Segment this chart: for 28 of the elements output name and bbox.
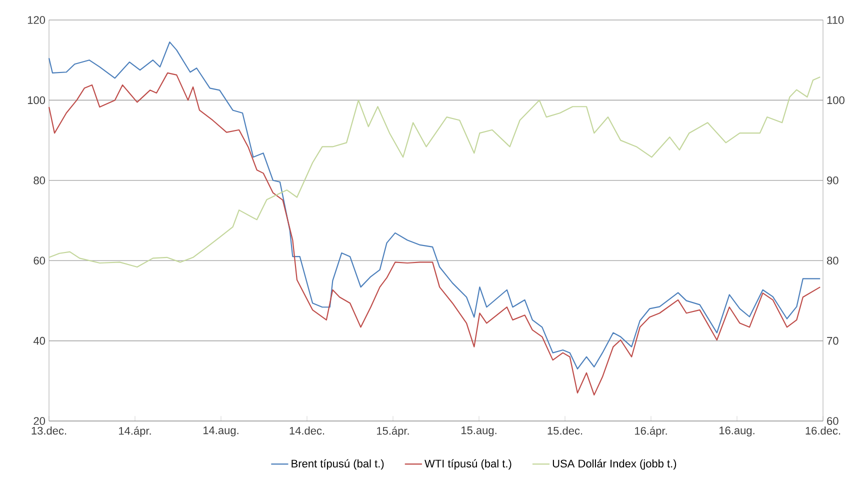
y2-tick-label: 110 [827,16,844,24]
y2-tick-label: 90 [827,176,838,184]
y-tick-label: 120 [28,16,46,24]
y2-tick-label: 80 [827,256,838,264]
x-tick-label: 15.dec. [548,426,582,435]
x-tick-label: 16.dec. [806,426,840,435]
y-tick-label: 20 [34,417,46,425]
y-tick-label: 100 [28,96,46,104]
x-tick-label: 13.dec. [32,426,66,435]
y2-tick-label: 70 [827,336,838,345]
y-tick-label: 80 [34,176,46,184]
y2-tick-label: 60 [827,417,838,425]
legend-label: Brent típusú (bal t.) [292,459,384,470]
x-tick-label: 16.aug. [719,426,754,436]
line-series [48,42,821,370]
x-tick-label: 15.aug. [461,426,496,436]
line-series [48,72,821,396]
legend-label: WTI típusú (bal t.) [424,459,512,470]
line-series [48,76,821,268]
x-tick-label: 16.ápr. [635,426,667,437]
legend-label: USA Dollár Index (jobb t.) [552,459,676,470]
x-tick-label: 14.aug. [203,426,238,436]
y-tick-label: 60 [34,256,46,264]
x-tick-label: 14.dec. [290,426,324,435]
x-tick-label: 15.ápr. [377,426,409,437]
x-tick-label: 14.ápr. [119,426,151,437]
y-tick-label: 40 [33,336,46,345]
y2-tick-label: 100 [827,96,844,104]
